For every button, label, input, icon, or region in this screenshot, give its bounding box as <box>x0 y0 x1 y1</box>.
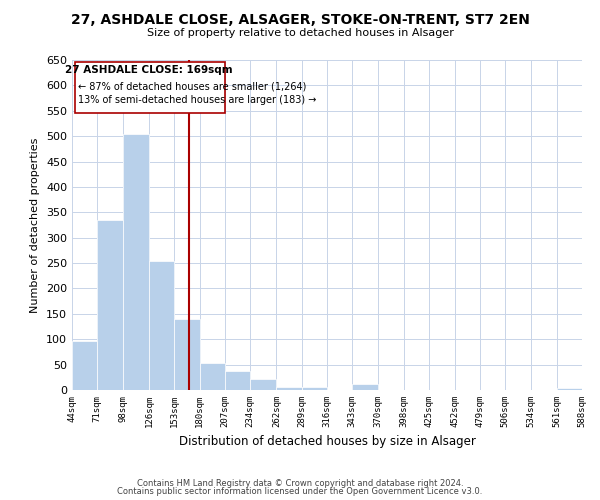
Bar <box>352 384 377 390</box>
Bar <box>97 220 122 390</box>
Bar <box>302 388 327 390</box>
Bar <box>149 260 174 390</box>
Text: 27, ASHDALE CLOSE, ALSAGER, STOKE-ON-TRENT, ST7 2EN: 27, ASHDALE CLOSE, ALSAGER, STOKE-ON-TRE… <box>71 12 529 26</box>
Bar <box>250 380 277 390</box>
X-axis label: Distribution of detached houses by size in Alsager: Distribution of detached houses by size … <box>179 436 475 448</box>
Text: ← 87% of detached houses are smaller (1,264): ← 87% of detached houses are smaller (1,… <box>78 82 307 92</box>
Bar <box>174 319 199 390</box>
Bar <box>72 341 97 390</box>
Text: 27 ASHDALE CLOSE: 169sqm: 27 ASHDALE CLOSE: 169sqm <box>65 65 232 75</box>
Text: Contains HM Land Registry data © Crown copyright and database right 2024.: Contains HM Land Registry data © Crown c… <box>137 478 463 488</box>
Bar <box>277 388 302 390</box>
FancyBboxPatch shape <box>74 62 225 113</box>
Bar <box>122 134 149 390</box>
Bar <box>199 363 225 390</box>
Text: 13% of semi-detached houses are larger (183) →: 13% of semi-detached houses are larger (… <box>78 94 316 104</box>
Text: Contains public sector information licensed under the Open Government Licence v3: Contains public sector information licen… <box>118 487 482 496</box>
Bar <box>225 370 250 390</box>
Text: Size of property relative to detached houses in Alsager: Size of property relative to detached ho… <box>146 28 454 38</box>
Y-axis label: Number of detached properties: Number of detached properties <box>31 138 40 312</box>
Bar <box>557 388 582 390</box>
